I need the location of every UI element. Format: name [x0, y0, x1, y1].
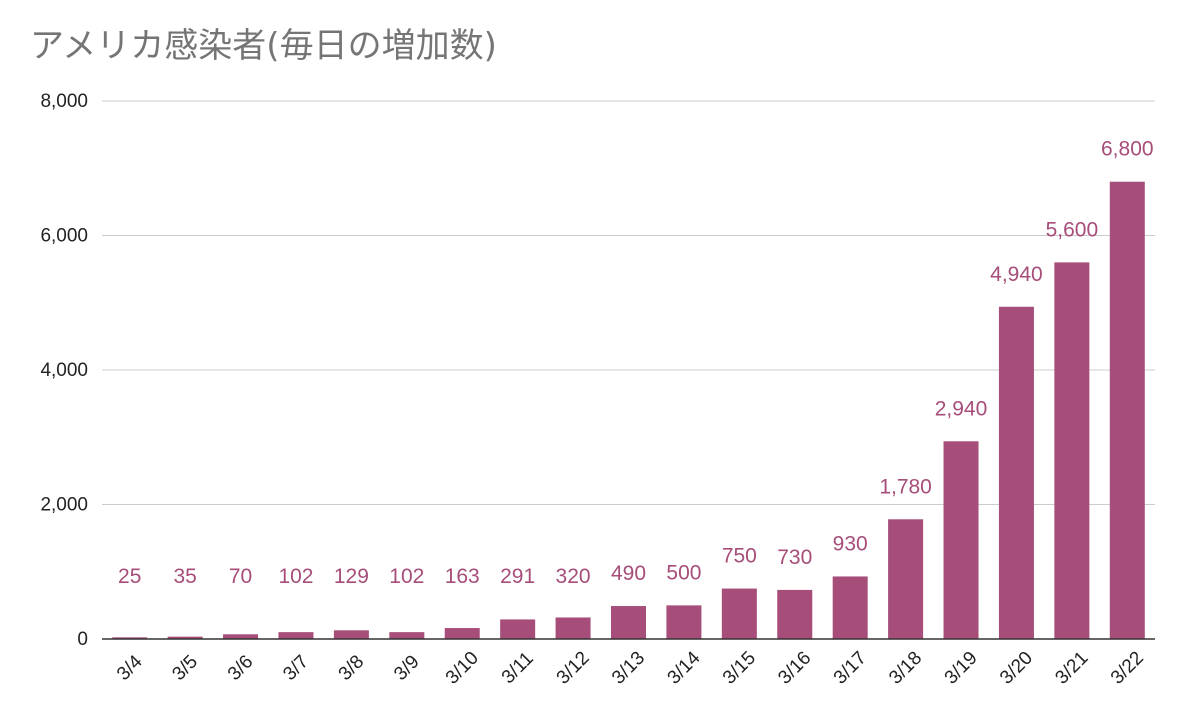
bar: [444, 628, 480, 639]
x-tick-label: 3/21: [1051, 648, 1092, 689]
y-tick-label: 8,000: [40, 91, 88, 112]
bar: [167, 636, 203, 639]
x-tick-label: 3/16: [774, 648, 815, 689]
bar: [832, 576, 868, 639]
x-tick-label: 3/7: [279, 651, 313, 685]
chart-title: アメリカ感染者(毎日の増加数): [30, 26, 497, 66]
x-tick-label: 3/17: [830, 648, 871, 689]
y-tick-label: 0: [77, 629, 88, 650]
data-label: 4,940: [990, 263, 1043, 286]
data-label: 102: [278, 565, 313, 588]
data-label: 320: [556, 565, 591, 588]
x-tick-label: 3/8: [335, 651, 369, 685]
data-label: 500: [666, 561, 701, 584]
y-tick-label: 4,000: [40, 360, 88, 381]
data-label: 163: [445, 565, 480, 588]
bar: [611, 606, 646, 639]
x-tick-label: 3/11: [498, 648, 538, 688]
bar: [1109, 181, 1145, 639]
data-label: 1,780: [879, 475, 932, 498]
bar: [112, 637, 148, 639]
data-label: 730: [777, 546, 812, 569]
x-tick-label: 3/13: [608, 648, 649, 689]
data-label: 750: [722, 545, 757, 568]
data-label: 5,600: [1046, 218, 1099, 241]
x-tick-label: 3/19: [941, 648, 982, 689]
bar: [333, 630, 369, 639]
x-tick-label: 3/14: [664, 647, 705, 688]
x-tick-label: 3/15: [719, 648, 760, 689]
bar: [278, 632, 314, 639]
data-label: 35: [173, 565, 196, 588]
bar: [555, 617, 591, 639]
data-label: 6,800: [1101, 138, 1154, 161]
bar: [943, 441, 979, 639]
data-label: 102: [389, 565, 424, 588]
x-tick-label: 3/5: [168, 651, 202, 685]
x-tick-label: 3/9: [390, 651, 424, 685]
y-tick-label: 2,000: [40, 495, 88, 516]
data-label: 291: [500, 565, 535, 588]
bar: [998, 306, 1034, 639]
x-tick-label: 3/22: [1107, 648, 1148, 689]
data-label: 930: [833, 532, 868, 555]
x-tick-label: 3/12: [553, 648, 594, 689]
x-tick-label: 3/20: [996, 648, 1037, 689]
x-tick-label: 3/10: [442, 648, 483, 689]
data-label: 70: [229, 565, 252, 588]
bar: [223, 634, 259, 639]
data-label: 129: [334, 565, 369, 588]
data-label: 2,940: [935, 397, 988, 420]
bar: [666, 605, 702, 639]
bar: [389, 632, 425, 639]
bar: [1054, 262, 1090, 639]
bar: [888, 519, 924, 639]
x-tick-label: 3/6: [224, 651, 258, 685]
bar: [500, 619, 536, 639]
data-label: 490: [611, 562, 646, 585]
bar: [777, 589, 813, 639]
y-tick-label: 6,000: [40, 226, 88, 247]
x-tick-label: 3/4: [113, 651, 147, 685]
bar: [721, 588, 757, 639]
x-tick-label: 3/18: [885, 648, 926, 689]
data-label: 25: [118, 565, 141, 588]
